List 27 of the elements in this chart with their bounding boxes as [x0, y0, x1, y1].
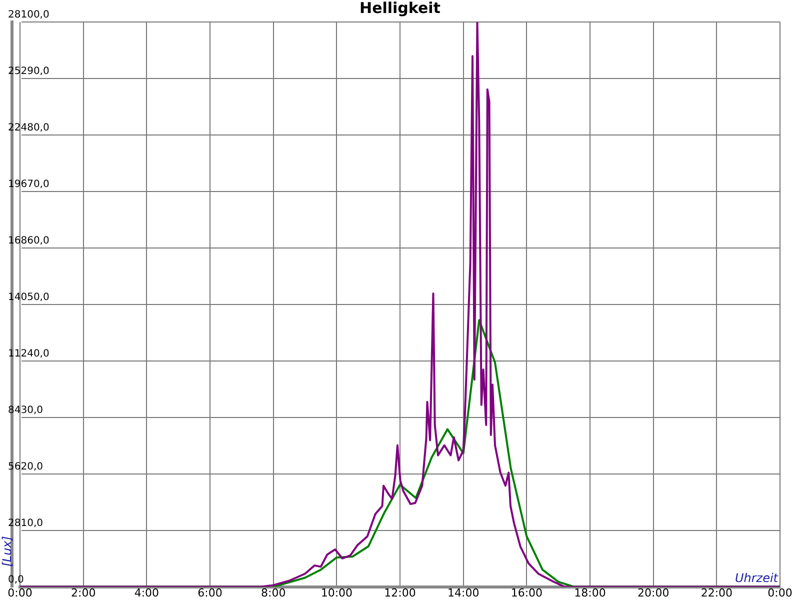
x-tick-label: 10:00	[320, 586, 353, 600]
x-axis-title: Uhrzeit	[734, 570, 780, 585]
y-tick-label: 16860,0	[8, 236, 50, 247]
x-tick-label: 12:00	[384, 586, 416, 600]
y-tick-label: 0,0	[8, 574, 24, 586]
x-tick-label: 0:00	[8, 586, 32, 600]
x-tick-label: 16:00	[510, 586, 543, 600]
x-tick-label: 18:00	[574, 586, 606, 600]
y-tick-label: 14050,0	[8, 292, 50, 303]
y-tick-label: 8430,0	[8, 404, 43, 416]
x-tick-label: 14:00	[447, 586, 480, 600]
y-tick-label: 28100,0	[8, 10, 50, 21]
y-tick-label: 25290,0	[8, 66, 50, 78]
y-tick-label: 2810,0	[8, 518, 43, 529]
y-axis-title: [Lux]	[0, 536, 14, 567]
y-tick-label: 11240,0	[8, 348, 50, 360]
x-tick-label: 20:00	[637, 586, 670, 600]
y-tick-label: 19670,0	[8, 179, 50, 190]
x-tick-label: 22:00	[700, 586, 733, 600]
x-tick-label: 4:00	[134, 586, 160, 600]
x-tick-label: 2:00	[70, 586, 96, 600]
y-tick-label: 22480,0	[8, 122, 50, 134]
chart-title: Helligkeit	[360, 0, 440, 17]
x-tick-label: 6:00	[198, 586, 222, 600]
y-tick-label: 5620,0	[8, 461, 43, 472]
x-tick-label: 8:00	[260, 586, 286, 600]
x-tick-label: 0:00	[768, 586, 792, 600]
